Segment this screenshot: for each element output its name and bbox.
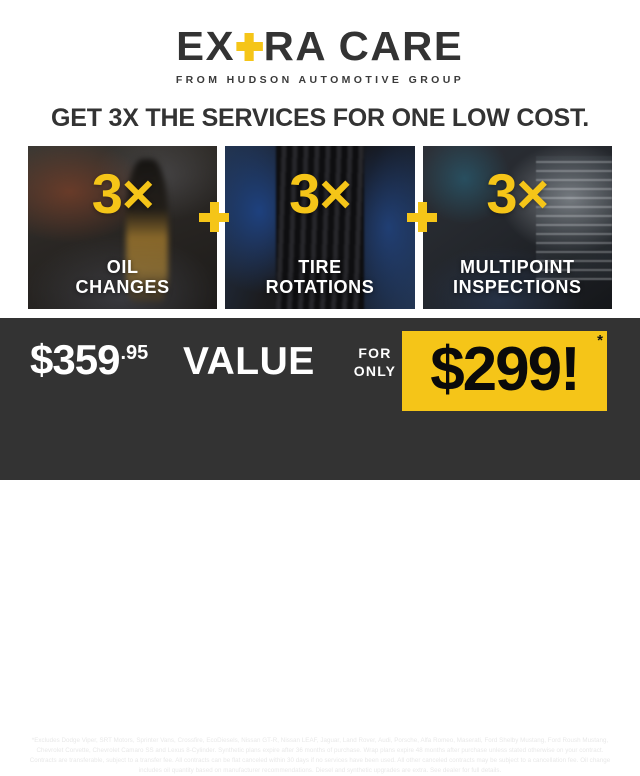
for-only-label: FOR ONLY <box>349 345 401 380</box>
original-value-dollars: $359 <box>30 336 120 383</box>
extra-care-promo-ad: EX RA CARE FROM HUDSON AUTOMOTIVE GROUP … <box>0 0 640 480</box>
deal-price-asterisk: * <box>597 332 603 349</box>
panel-label-line1: TIRE <box>298 256 342 277</box>
panel-label: OIL CHANGES <box>28 257 217 297</box>
oil-change-photo <box>28 146 218 309</box>
logo-text-part1: EX <box>176 23 236 69</box>
panel-multiplier: 3× <box>91 162 155 225</box>
panel-label-line1: OIL <box>106 256 139 277</box>
value-word-label: VALUE <box>183 340 315 383</box>
panel-multiplier: 3× <box>486 162 549 225</box>
for-only-line1: FOR <box>358 345 392 361</box>
original-value-price: $359.95 <box>30 339 148 381</box>
service-panels: 3× OIL CHANGES 3× TIRE ROTATIONS 3× MULT… <box>28 146 612 309</box>
brand-tagline: FROM HUDSON AUTOMOTIVE GROUP <box>175 74 465 86</box>
panel-label-line2: INSPECTIONS <box>453 276 582 297</box>
panel-label-line2: CHANGES <box>75 276 170 297</box>
plus-icon <box>236 32 263 61</box>
plus-separator-icon <box>199 202 229 232</box>
original-value-cents: .95 <box>120 342 149 364</box>
service-panel-tire-rotations: 3× TIRE ROTATIONS <box>225 146 415 309</box>
panel-label-line2: ROTATIONS <box>265 276 375 297</box>
panel-multiplier: 3× <box>289 162 352 225</box>
service-panel-oil-changes: 3× OIL CHANGES <box>28 146 218 309</box>
logo-text-part2: RA CARE <box>263 23 464 69</box>
deal-price-box: $299! * <box>402 331 607 411</box>
disclaimer-text: *Excludes Dodge Viper, SRT Motors, Sprin… <box>29 737 611 775</box>
service-panel-multipoint-inspections: 3× MULTIPOINT INSPECTIONS <box>422 146 612 309</box>
page-title: GET 3X THE SERVICES FOR ONE LOW COST. <box>50 104 590 132</box>
tire-rotation-photo <box>225 146 415 309</box>
panel-label: TIRE ROTATIONS <box>225 257 414 297</box>
price-band: $359.95 VALUE FOR ONLY $299! * *Excludes… <box>0 318 640 774</box>
brand-logo-wordmark: EX RA CARE <box>176 26 463 67</box>
plus-separator-icon <box>407 202 437 232</box>
panel-label: MULTIPOINT INSPECTIONS <box>423 257 612 297</box>
for-only-line2: ONLY <box>353 362 397 379</box>
deal-price: $299! <box>430 335 581 404</box>
brand-logo: EX RA CARE FROM HUDSON AUTOMOTIVE GROUP <box>0 26 640 87</box>
price-row: $359.95 VALUE FOR ONLY $299! * <box>0 325 640 413</box>
panel-label-line1: MULTIPOINT <box>459 256 575 277</box>
multipoint-inspection-photo <box>422 146 612 309</box>
